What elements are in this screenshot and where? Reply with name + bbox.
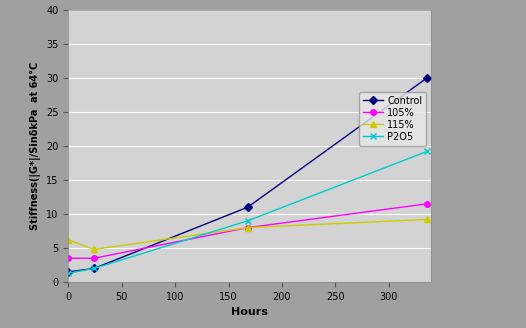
P2O5 (91, 266, 97, 270)
Control (424, 76, 430, 80)
Control (65, 270, 72, 274)
Line: Control: Control (66, 75, 430, 275)
105% (65, 256, 72, 260)
Y-axis label: Stiffness(|G*|/SinδkPa  at 64°C: Stiffness(|G*|/SinδkPa at 64°C (29, 62, 41, 230)
Control (245, 205, 251, 209)
P2O5 (245, 219, 251, 223)
105% (245, 226, 251, 230)
115% (91, 247, 97, 251)
Control (91, 266, 97, 270)
X-axis label: Hours: Hours (231, 307, 268, 318)
Line: 105%: 105% (66, 201, 430, 261)
Line: 115%: 115% (66, 217, 430, 252)
115% (424, 217, 430, 221)
105% (91, 256, 97, 260)
P2O5 (65, 271, 72, 275)
115% (65, 238, 72, 242)
Legend: Control, 105%, 115%, P2O5: Control, 105%, 115%, P2O5 (359, 92, 427, 146)
105% (424, 202, 430, 206)
P2O5 (424, 150, 430, 154)
115% (245, 226, 251, 230)
Line: P2O5: P2O5 (65, 148, 430, 277)
